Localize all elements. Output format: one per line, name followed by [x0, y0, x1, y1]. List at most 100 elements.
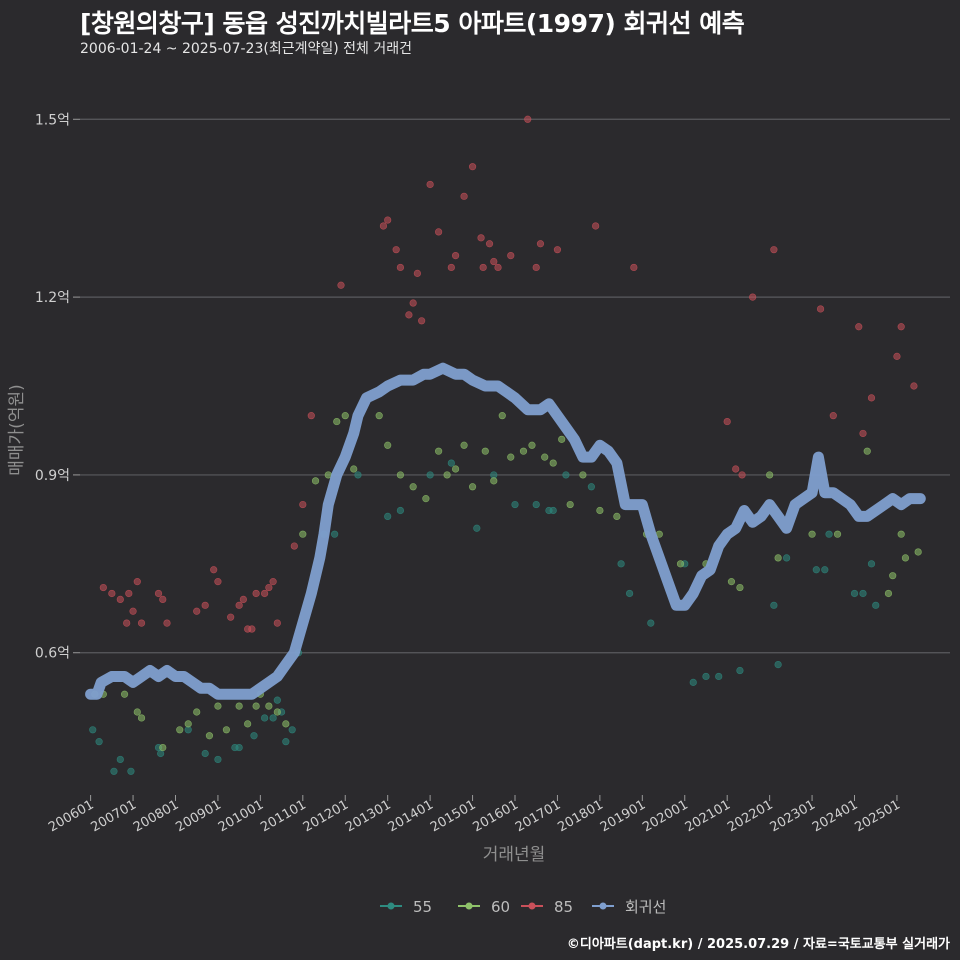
data-point-60: [507, 453, 515, 461]
x-tick-label: 202301: [768, 797, 818, 835]
data-point-85: [290, 542, 298, 550]
x-tick-label: 201801: [555, 797, 605, 835]
data-point-55: [214, 755, 222, 764]
series-55: [89, 459, 880, 775]
data-point-60: [613, 512, 621, 521]
data-point-85: [193, 607, 201, 615]
data-point-55: [689, 678, 697, 686]
x-axis-ticks: 2006012007012008012009012010012011012012…: [46, 795, 903, 835]
data-point-85: [723, 417, 731, 426]
y-axis-title: 매매가(억원): [7, 384, 27, 475]
data-point-85: [133, 578, 141, 586]
data-point-85: [201, 601, 209, 609]
x-axis-title: 거래년월: [483, 845, 546, 865]
data-point-85: [108, 589, 116, 598]
data-point-85: [379, 222, 388, 230]
data-point-60: [333, 417, 341, 426]
data-point-60: [137, 714, 146, 722]
data-point-55: [282, 738, 290, 746]
data-point-60: [396, 471, 405, 479]
data-point-85: [460, 192, 468, 200]
x-tick-label: 200901: [173, 797, 223, 835]
data-point-55: [273, 696, 281, 704]
data-point-85: [235, 601, 243, 609]
data-point-85: [413, 269, 421, 277]
data-point-55: [770, 601, 778, 609]
data-point-55: [774, 660, 782, 669]
data-point-60: [341, 412, 349, 420]
y-tick-label: 0.9억: [35, 468, 70, 484]
data-point-85: [265, 583, 273, 592]
data-point-60: [490, 477, 498, 485]
data-point-55: [562, 471, 570, 479]
data-point-85: [396, 263, 405, 272]
data-point-55: [127, 767, 135, 775]
data-point-85: [630, 263, 638, 272]
data-point-60: [541, 453, 549, 461]
data-point-55: [736, 666, 744, 675]
data-point-60: [498, 412, 506, 420]
x-tick-label: 201001: [216, 797, 266, 835]
data-point-60: [736, 583, 744, 592]
data-point-85: [159, 595, 167, 603]
y-tick-label: 1.5억: [35, 112, 70, 128]
data-point-85: [337, 281, 345, 289]
data-point-55: [783, 554, 791, 562]
data-point-85: [897, 323, 905, 331]
data-point-55: [867, 560, 876, 568]
data-point-55: [384, 512, 392, 521]
data-point-60: [214, 702, 222, 710]
data-point-60: [311, 477, 320, 485]
data-point-85: [163, 619, 171, 627]
y-tick-label: 1.2억: [35, 290, 70, 306]
data-point-85: [738, 471, 746, 479]
series-85: [99, 115, 918, 633]
data-point-60: [159, 743, 167, 752]
data-point-85: [299, 500, 307, 509]
data-point-55: [426, 471, 434, 479]
legend-marker: [465, 902, 473, 910]
data-point-85: [392, 246, 400, 254]
data-point-85: [770, 246, 778, 254]
x-tick-label: 201701: [513, 797, 563, 835]
data-point-85: [214, 578, 222, 586]
data-point-55: [89, 726, 97, 734]
data-point-55: [184, 726, 192, 734]
data-point-85: [210, 566, 218, 574]
data-point-60: [884, 589, 893, 598]
data-point-55: [354, 471, 362, 479]
x-tick-label: 201201: [301, 797, 351, 835]
data-point-60: [299, 530, 307, 538]
source-credit: ©디아파트(dapt.kr) / 2025.07.29 / 자료=국토교통부 실…: [566, 937, 950, 952]
data-point-55: [288, 726, 296, 734]
data-point-60: [222, 726, 231, 734]
data-point-60: [468, 483, 477, 491]
data-point-60: [435, 447, 443, 455]
data-point-55: [269, 714, 277, 722]
data-point-85: [137, 619, 146, 627]
data-point-85: [273, 619, 281, 627]
x-tick-label: 201501: [428, 797, 478, 835]
x-tick-label: 202101: [683, 797, 733, 835]
data-point-55: [821, 566, 829, 574]
data-point-55: [447, 459, 455, 467]
data-point-60: [519, 447, 528, 455]
data-point-85: [893, 352, 901, 360]
data-point-85: [524, 115, 532, 123]
data-point-60: [901, 554, 910, 562]
data-point-85: [829, 412, 837, 420]
data-point-55: [647, 619, 655, 627]
data-point-60: [566, 500, 574, 509]
data-point-85: [418, 317, 426, 325]
data-point-60: [176, 726, 184, 734]
data-point-85: [479, 263, 487, 272]
data-point-85: [592, 222, 600, 230]
data-point-85: [227, 613, 235, 621]
data-point-55: [201, 749, 209, 758]
data-point-85: [867, 394, 876, 402]
data-point-85: [532, 263, 540, 272]
x-tick-label: 200701: [89, 797, 139, 835]
data-point-85: [116, 595, 124, 603]
data-point-85: [490, 257, 498, 266]
chart-title: [창원의창구] 동읍 성진까치빌라트5 아파트(1997) 회귀선 예측: [80, 9, 745, 38]
